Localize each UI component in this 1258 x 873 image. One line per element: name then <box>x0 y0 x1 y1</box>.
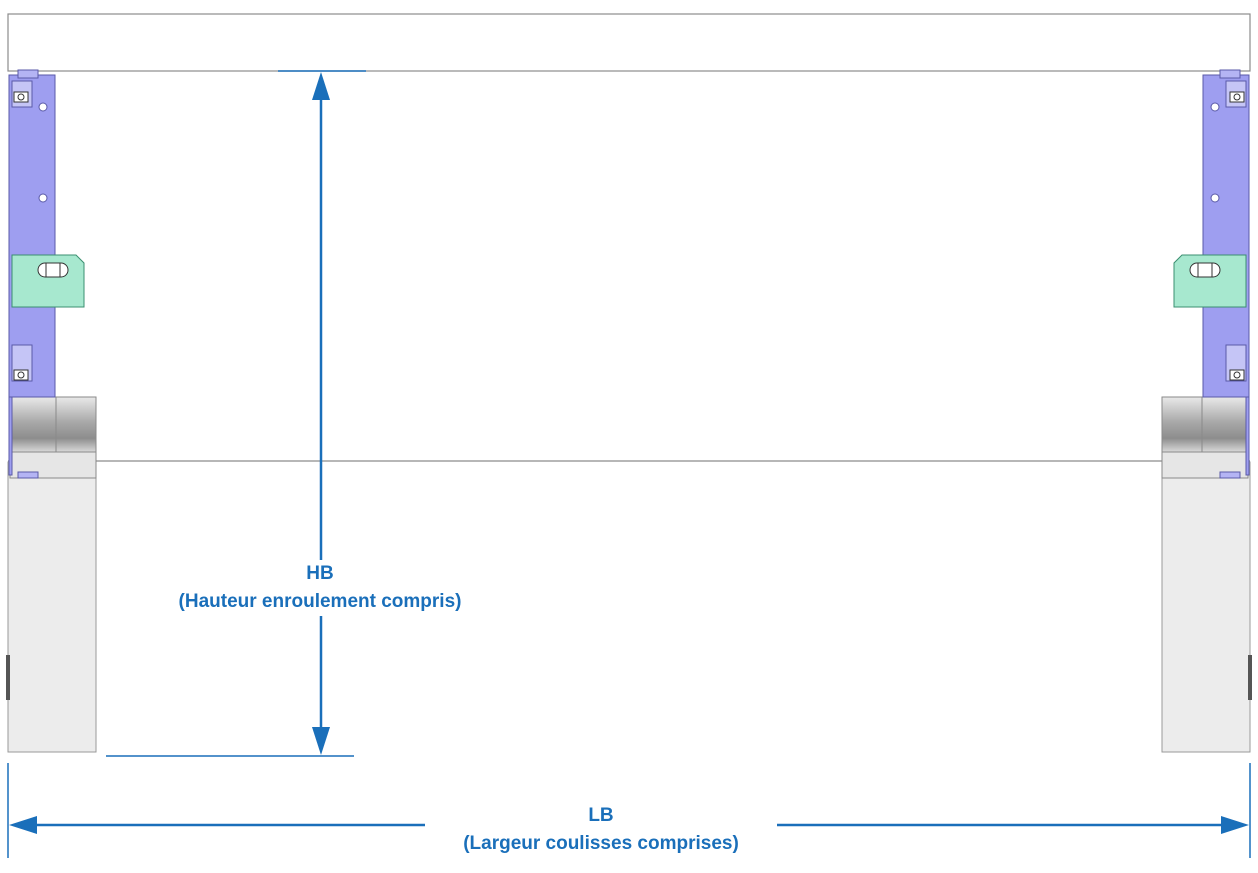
lb-arrow-right <box>1221 816 1249 834</box>
hb-code: HB <box>306 563 334 584</box>
right-guide-rail <box>1161 461 1251 753</box>
left-roll-block <box>9 396 97 453</box>
hb-arrow-bottom <box>312 727 330 755</box>
top-box-panel <box>7 13 1251 72</box>
lb-arrow-left <box>9 816 37 834</box>
lb-code: LB <box>588 805 614 826</box>
hb-description: (Hauteur enroulement compris) <box>178 591 462 612</box>
lb-dimension-label: LB (Largeur coulisses comprises) <box>425 802 777 858</box>
right-roll-block <box>1161 396 1249 453</box>
height-dimension <box>106 70 366 757</box>
left-side-rail <box>6 69 97 753</box>
left-guide-rail <box>7 461 97 753</box>
hb-arrow-top <box>312 72 330 100</box>
lb-description: (Largeur coulisses comprises) <box>463 833 739 854</box>
hb-dimension-label: HB (Hauteur enroulement compris) <box>130 560 510 616</box>
right-side-rail <box>1161 69 1252 753</box>
